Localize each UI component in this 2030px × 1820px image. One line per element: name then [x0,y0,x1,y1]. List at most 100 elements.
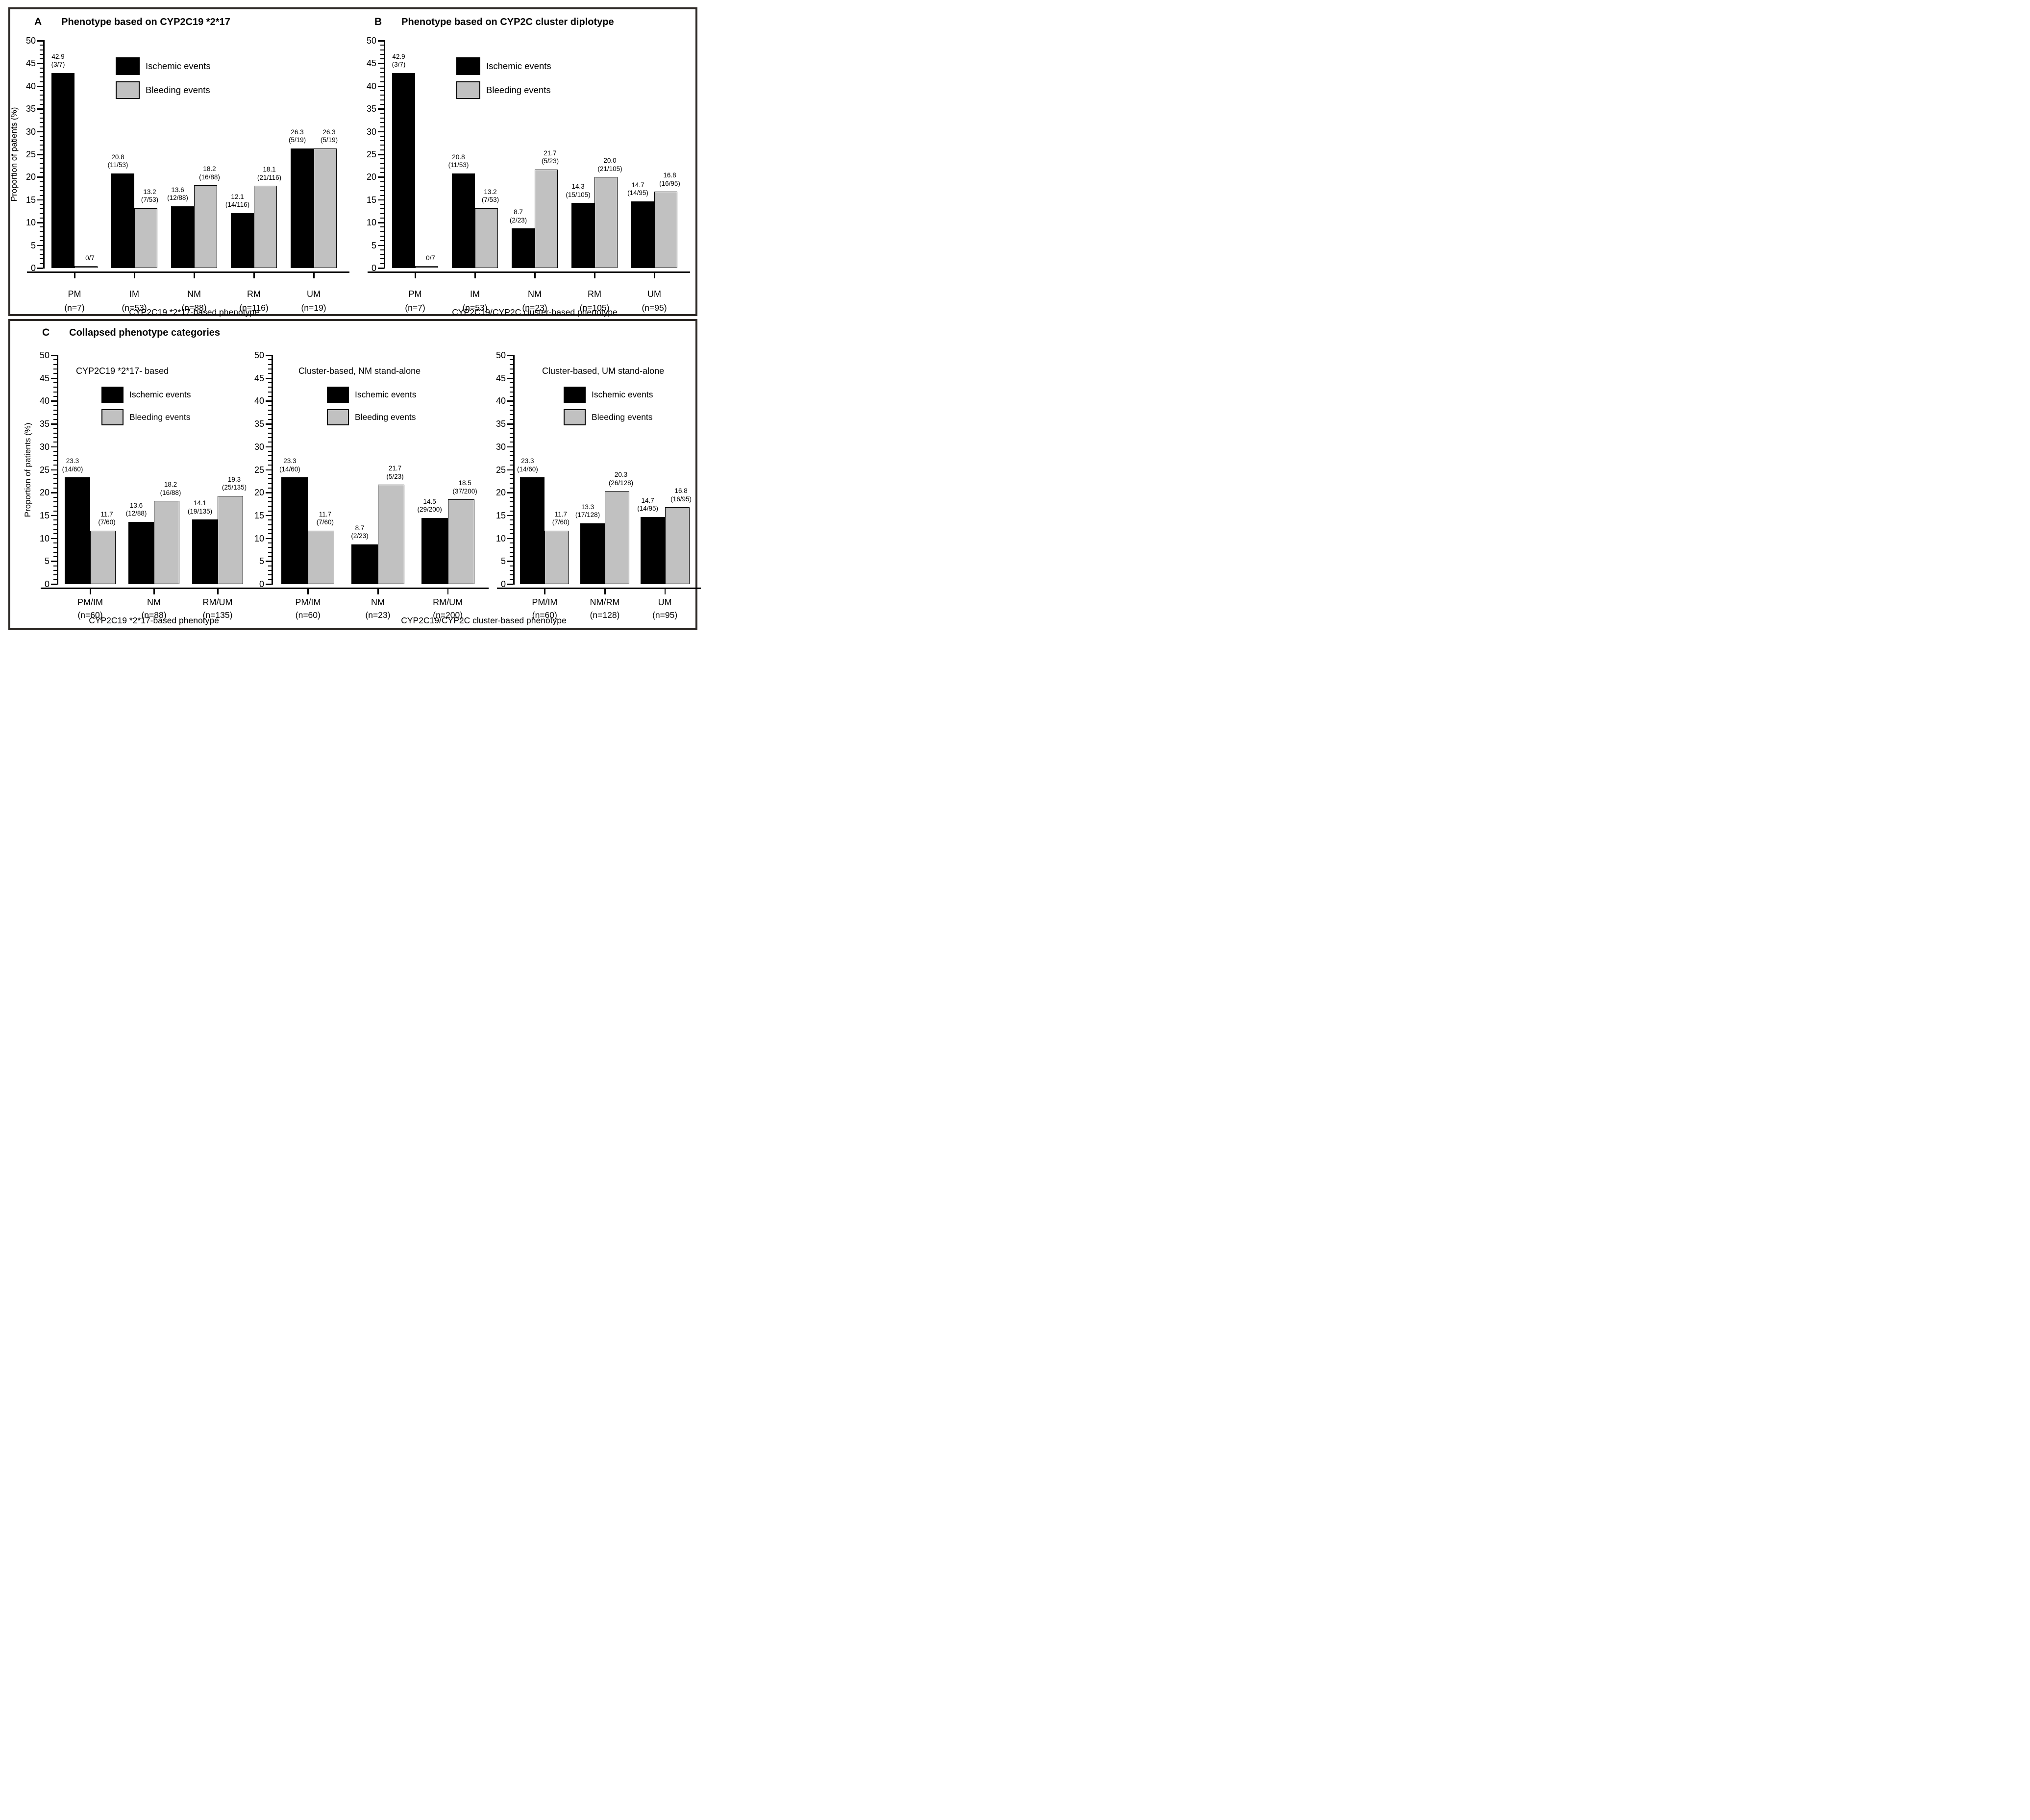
bar-bleeding [475,208,498,268]
y-tick [380,181,384,182]
bar-value-label: 0/7 [85,254,95,262]
y-tick [268,533,272,535]
category-n: (n=7) [405,303,425,313]
category-tick [534,273,536,278]
y-tick-label: 50 [495,350,506,360]
category-n: (n=53) [122,303,147,313]
y-tick [380,72,384,73]
y-tick [53,547,57,548]
category-n: (n=135) [202,610,233,620]
category-name: PM/IM [77,597,103,607]
y-tick [268,428,272,429]
y-tick [268,519,272,521]
category-n: (n=60) [295,610,321,620]
legend-item: Bleeding events [327,409,416,425]
y-tick [378,85,384,87]
panel-c-header: C Collapsed phenotype categories [42,327,220,339]
legend-label: Ischemic events [486,61,551,71]
ischemic-swatch-icon [327,387,349,403]
legend-item: Bleeding events [101,409,191,425]
y-tick [40,58,43,60]
category-name: UM [647,289,661,299]
y-tick [266,492,272,493]
category-label: IM (n=53) [104,289,164,313]
bar-value-label: 18.2 (16/88) [199,165,220,181]
bar-bleeding [594,177,618,268]
y-tick [510,483,513,484]
bleeding-swatch-icon [116,81,140,99]
y-tick [37,222,43,223]
chart-a: 0 5 10 15 20 25 30 35 40 45 50 PM (n=7) 42.9 (3/7) 0/7 I… [9,36,349,317]
y-tick [510,473,513,475]
y-tick [510,533,513,535]
bar-bleeding [314,148,337,268]
y-tick [53,524,57,525]
bar-bleeding [74,266,98,268]
y-tick [268,569,272,571]
y-tick [53,473,57,475]
y-tick [53,569,57,571]
y-tick-label: 40 [254,396,264,406]
category-tick [474,273,476,278]
bar-bleeding [194,185,217,268]
y-tick [380,145,384,146]
category-name: PM/IM [295,597,321,607]
y-tick-label: 20 [39,488,50,498]
category-label: IM (n=53) [445,289,505,313]
panel-b-label: B [374,16,382,27]
bar-bleeding [665,507,690,584]
y-tick [510,410,513,411]
category-label: RM (n=105) [565,289,624,313]
legend-label: Ischemic events [355,390,417,399]
y-tick [266,469,272,470]
y-tick [510,542,513,543]
category-label: PM (n=7) [385,289,445,313]
y-tick [510,460,513,461]
y-tick [266,355,272,356]
y-tick [380,167,384,169]
bar-value-label: 13.3 (17/128) [575,503,600,519]
y-tick [268,359,272,361]
bar-bleeding [535,169,558,268]
category-tick [664,589,666,594]
y-tick [51,377,57,379]
y-tick [40,149,43,150]
bar-ischemic [631,201,654,268]
y-tick [378,222,384,223]
y-tick [40,263,43,264]
category-name: IM [129,289,139,299]
y-tick [40,99,43,100]
legend-label: Ischemic events [592,390,653,399]
y-tick [510,556,513,557]
category-name: IM [470,289,480,299]
x-axis-line [41,588,255,589]
chart-inner-title: Cluster-based, UM stand-alone [542,366,665,376]
panel-a-label: A [34,16,42,27]
y-tick [268,410,272,411]
y-tick [510,387,513,388]
panel-a-title: Phenotype based on CYP2C19 *2*17 [61,17,230,27]
y-tick-label: 0 [259,579,264,589]
y-tick [53,382,57,384]
legend-label: Ischemic events [129,390,191,399]
y-tick [40,226,43,228]
y-tick [268,437,272,439]
x-axis-title: CYP2C19/CYP2C cluster-based phenotype [452,307,618,317]
y-axis-line [43,40,45,269]
y-tick [53,519,57,521]
y-tick [510,510,513,512]
y-tick [510,364,513,365]
y-tick [51,538,57,540]
y-tick [266,561,272,562]
y-tick [40,126,43,128]
bar-ischemic [520,477,545,584]
y-tick [378,245,384,246]
y-tick [53,359,57,361]
y-tick [51,469,57,470]
bar-bleeding [154,501,179,584]
category-name: RM/UM [433,597,463,607]
y-tick [53,410,57,411]
y-tick [380,67,384,69]
category-name: NM [147,597,161,607]
category-name: PM/IM [532,597,558,607]
